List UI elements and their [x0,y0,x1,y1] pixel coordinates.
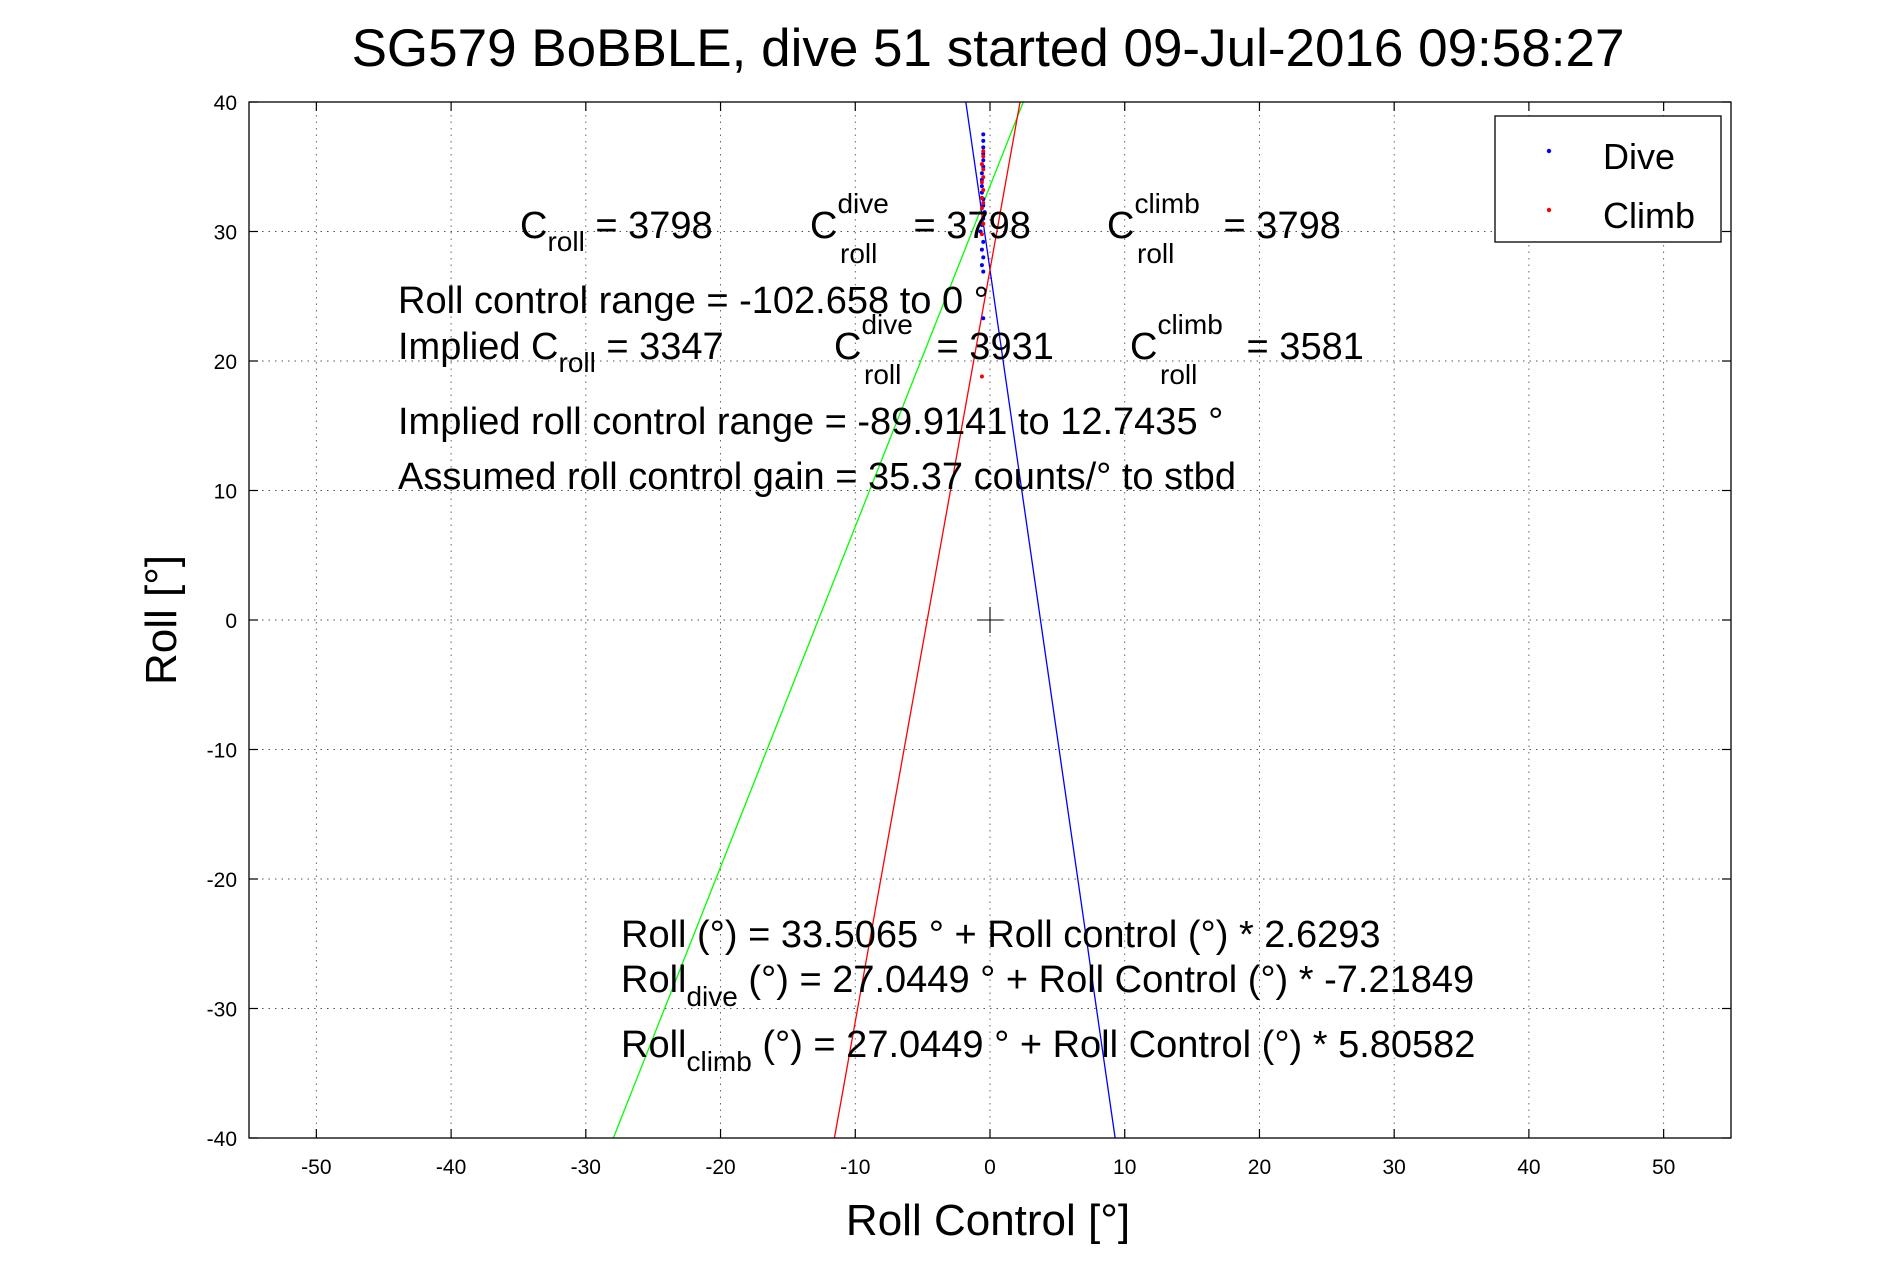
y-axis-label: Roll [°] [137,555,186,685]
annotation-equation-overall: Roll (°) = 33.5065 ° + Roll control (°) … [621,914,1381,956]
legend-marker-dive [1546,148,1552,154]
data-point-dive [981,255,986,260]
data-point-dive [981,316,986,321]
data-point-climb [981,154,986,159]
y-tick-label: 0 [225,610,237,633]
legend-entry-dive: Dive [1603,136,1675,177]
annotation-implied-c-roll-dive: Cdive roll = 3931 [834,309,1054,390]
x-tick-label: 20 [1248,1156,1271,1179]
annotation-equation-climb: Rollclimb (°) = 27.0449 ° + Roll Control… [621,1024,1475,1077]
legend-marker-climb [1546,207,1552,213]
fit-lines [612,101,1116,1139]
annotation-implied-range: Implied roll control range = -89.9141 to… [398,401,1223,443]
annotation-implied-c-roll: Implied Croll = 3347 [398,326,724,378]
x-tick-label: -50 [301,1156,331,1179]
data-point-climb [981,221,986,226]
data-point-climb [981,213,986,218]
x-tick-label: 30 [1383,1156,1406,1179]
data-point-climb [981,188,986,193]
y-tick-label: 40 [214,92,237,115]
x-tick-label: -20 [705,1156,735,1179]
annotation-gain: Assumed roll control gain = 35.37 counts… [398,456,1236,498]
data-point-dive [981,145,986,150]
x-tick-label: 50 [1652,1156,1675,1179]
fit-line-climb [833,101,1021,1139]
data-point-dive [982,210,987,215]
x-tick-label: 0 [984,1156,996,1179]
x-tick-label: 10 [1113,1156,1136,1179]
fit-line-dive [965,101,1116,1139]
data-point-dive [981,269,986,274]
x-tick-label: 40 [1517,1156,1540,1179]
origin-crosshair [977,607,1003,633]
data-point-dive [979,184,984,189]
y-tick-label: -20 [207,869,237,892]
fit-line-overall [612,101,1024,1139]
y-tick-label: -30 [207,999,237,1022]
data-point-climb [979,206,984,211]
annotation-c-roll: Croll = 3798 [520,205,713,257]
plot-area: -50 -40 -30 -20 -10 0 10 20 30 40 50 40 30 20 10 0 -10 -2… [207,92,1732,1179]
data-point-climb [979,374,984,379]
x-tick-label: -30 [571,1156,601,1179]
x-tick-label: -40 [436,1156,466,1179]
data-point-climb [979,232,984,237]
y-tick-label: -40 [207,1128,237,1151]
legend-entry-climb: Climb [1603,195,1695,236]
x-axis-label: Roll Control [°] [846,1196,1130,1245]
y-tick-label: 20 [214,351,237,374]
data-point-dive [981,158,986,163]
data-point-climb [981,175,986,180]
y-tick-label: -10 [207,740,237,763]
data-point-dive [981,138,986,143]
data-point-dive [981,132,986,137]
data-point-climb [981,167,986,172]
data-point-dive [981,239,986,244]
data-point-climb [979,162,984,167]
data-points [978,132,987,379]
legend-box [1494,115,1722,243]
axis-ticks: -50 -40 -30 -20 -10 0 10 20 30 40 50 40 30 20 10 0 -10 -2… [207,92,1731,1179]
y-tick-label: 30 [214,222,237,245]
data-point-dive [979,247,984,252]
annotations: Croll = 3798 Cdive roll = 3798 Cclimb roll… [398,188,1475,1077]
annotation-c-roll-climb: Cclimb roll = 3798 [1107,188,1341,269]
chart-title: SG579 BoBBLE, dive 51 started 09-Jul-201… [352,19,1625,78]
x-tick-label: -10 [840,1156,870,1179]
annotation-roll-control-range: Roll control range = -102.658 to 0 ° [398,280,989,322]
legend: Dive Climb [1494,115,1722,243]
grid [249,101,1731,1139]
y-tick-label: 10 [214,481,237,504]
annotation-implied-c-roll-climb: Cclimb roll = 3581 [1130,309,1364,390]
data-point-climb [979,180,984,185]
data-point-climb [979,195,984,200]
annotation-c-roll-dive: Cdive roll = 3798 [810,188,1031,269]
data-point-dive [979,263,984,268]
data-point-climb [981,201,986,206]
data-point-dive [979,171,984,176]
data-point-climb [981,149,986,154]
annotation-equation-dive: Rolldive (°) = 27.0449 ° + Roll Control … [621,959,1474,1012]
